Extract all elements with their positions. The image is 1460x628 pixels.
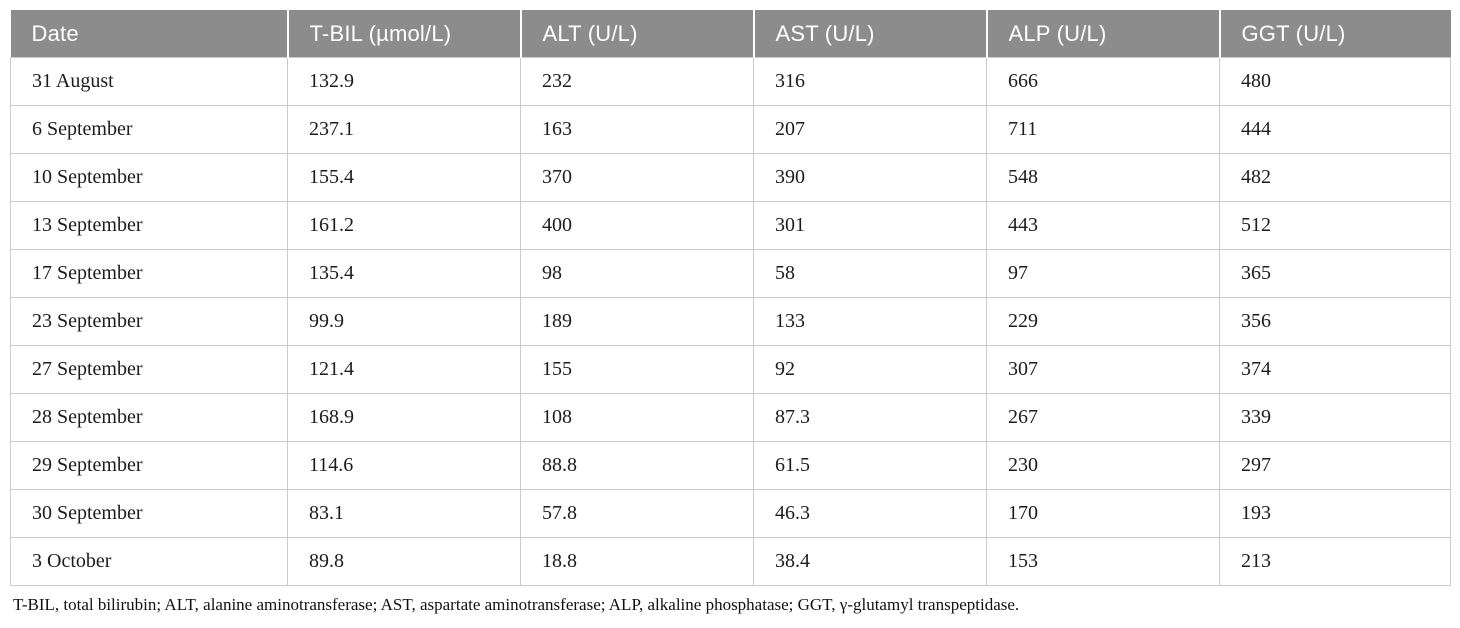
table-row: 27 September 121.4 155 92 307 374 [10, 345, 1451, 394]
cell-ast: 390 [753, 153, 987, 202]
cell-date: 23 September [10, 297, 288, 346]
cell-alt: 400 [520, 201, 754, 250]
cell-tbil: 168.9 [287, 393, 521, 442]
lab-results-table: Date T-BIL (µmol/L) ALT (U/L) AST (U/L) … [10, 10, 1451, 586]
cell-ast: 87.3 [753, 393, 987, 442]
cell-ggt: 374 [1219, 345, 1451, 394]
cell-tbil: 121.4 [287, 345, 521, 394]
column-header-ggt: GGT (U/L) [1218, 10, 1451, 58]
table-row: 13 September 161.2 400 301 443 512 [10, 201, 1451, 250]
cell-date: 13 September [10, 201, 288, 250]
cell-alt: 98 [520, 249, 754, 298]
cell-ggt: 356 [1219, 297, 1451, 346]
cell-ggt: 297 [1219, 441, 1451, 490]
cell-ast: 133 [753, 297, 987, 346]
cell-date: 27 September [10, 345, 288, 394]
cell-alt: 108 [520, 393, 754, 442]
table-row: 17 September 135.4 98 58 97 365 [10, 249, 1451, 298]
cell-date: 10 September [10, 153, 288, 202]
cell-alp: 170 [986, 489, 1220, 538]
table-row: 31 August 132.9 232 316 666 480 [10, 57, 1451, 106]
cell-alt: 370 [520, 153, 754, 202]
cell-ggt: 193 [1219, 489, 1451, 538]
cell-alp: 230 [986, 441, 1220, 490]
cell-ast: 207 [753, 105, 987, 154]
cell-tbil: 83.1 [287, 489, 521, 538]
cell-tbil: 114.6 [287, 441, 521, 490]
cell-ast: 92 [753, 345, 987, 394]
cell-alt: 88.8 [520, 441, 754, 490]
cell-alt: 155 [520, 345, 754, 394]
cell-alp: 97 [986, 249, 1220, 298]
column-header-alp: ALP (U/L) [985, 10, 1220, 58]
cell-ast: 316 [753, 57, 987, 106]
cell-date: 6 September [10, 105, 288, 154]
cell-alt: 189 [520, 297, 754, 346]
cell-alp: 548 [986, 153, 1220, 202]
table-footnote: T-BIL, total bilirubin; ALT, alanine ami… [13, 595, 1020, 614]
column-header-alt: ALT (U/L) [519, 10, 754, 58]
cell-ast: 61.5 [753, 441, 987, 490]
cell-tbil: 237.1 [287, 105, 521, 154]
cell-tbil: 161.2 [287, 201, 521, 250]
table-row: 29 September 114.6 88.8 61.5 230 297 [10, 441, 1451, 490]
cell-tbil: 89.8 [287, 537, 521, 586]
cell-alp: 307 [986, 345, 1220, 394]
column-header-ast: AST (U/L) [752, 10, 987, 58]
cell-tbil: 132.9 [287, 57, 521, 106]
cell-ggt: 444 [1219, 105, 1451, 154]
table-row: 28 September 168.9 108 87.3 267 339 [10, 393, 1451, 442]
cell-alp: 666 [986, 57, 1220, 106]
cell-ast: 38.4 [753, 537, 987, 586]
cell-tbil: 99.9 [287, 297, 521, 346]
cell-alp: 153 [986, 537, 1220, 586]
table-row: 10 September 155.4 370 390 548 482 [10, 153, 1451, 202]
cell-alp: 711 [986, 105, 1220, 154]
column-header-tbil: T-BIL (µmol/L) [286, 10, 521, 58]
cell-ast: 58 [753, 249, 987, 298]
cell-date: 30 September [10, 489, 288, 538]
cell-date: 29 September [10, 441, 288, 490]
cell-ggt: 339 [1219, 393, 1451, 442]
table-row: 6 September 237.1 163 207 711 444 [10, 105, 1451, 154]
cell-ast: 46.3 [753, 489, 987, 538]
cell-alt: 163 [520, 105, 754, 154]
cell-ggt: 365 [1219, 249, 1451, 298]
cell-alt: 18.8 [520, 537, 754, 586]
cell-alt: 232 [520, 57, 754, 106]
cell-date: 28 September [10, 393, 288, 442]
table-row: 30 September 83.1 57.8 46.3 170 193 [10, 489, 1451, 538]
cell-date: 17 September [10, 249, 288, 298]
cell-ast: 301 [753, 201, 987, 250]
cell-alp: 229 [986, 297, 1220, 346]
cell-ggt: 512 [1219, 201, 1451, 250]
cell-ggt: 213 [1219, 537, 1451, 586]
cell-tbil: 155.4 [287, 153, 521, 202]
table-row: 23 September 99.9 189 133 229 356 [10, 297, 1451, 346]
cell-tbil: 135.4 [287, 249, 521, 298]
column-header-date: Date [10, 10, 288, 58]
cell-ggt: 482 [1219, 153, 1451, 202]
header-row: Date T-BIL (µmol/L) ALT (U/L) AST (U/L) … [10, 10, 1451, 58]
cell-alp: 443 [986, 201, 1220, 250]
cell-alp: 267 [986, 393, 1220, 442]
cell-date: 3 October [10, 537, 288, 586]
cell-alt: 57.8 [520, 489, 754, 538]
table-figure: Date T-BIL (µmol/L) ALT (U/L) AST (U/L) … [10, 10, 1451, 614]
cell-ggt: 480 [1219, 57, 1451, 106]
cell-date: 31 August [10, 57, 288, 106]
table-row: 3 October 89.8 18.8 38.4 153 213 [10, 537, 1451, 586]
